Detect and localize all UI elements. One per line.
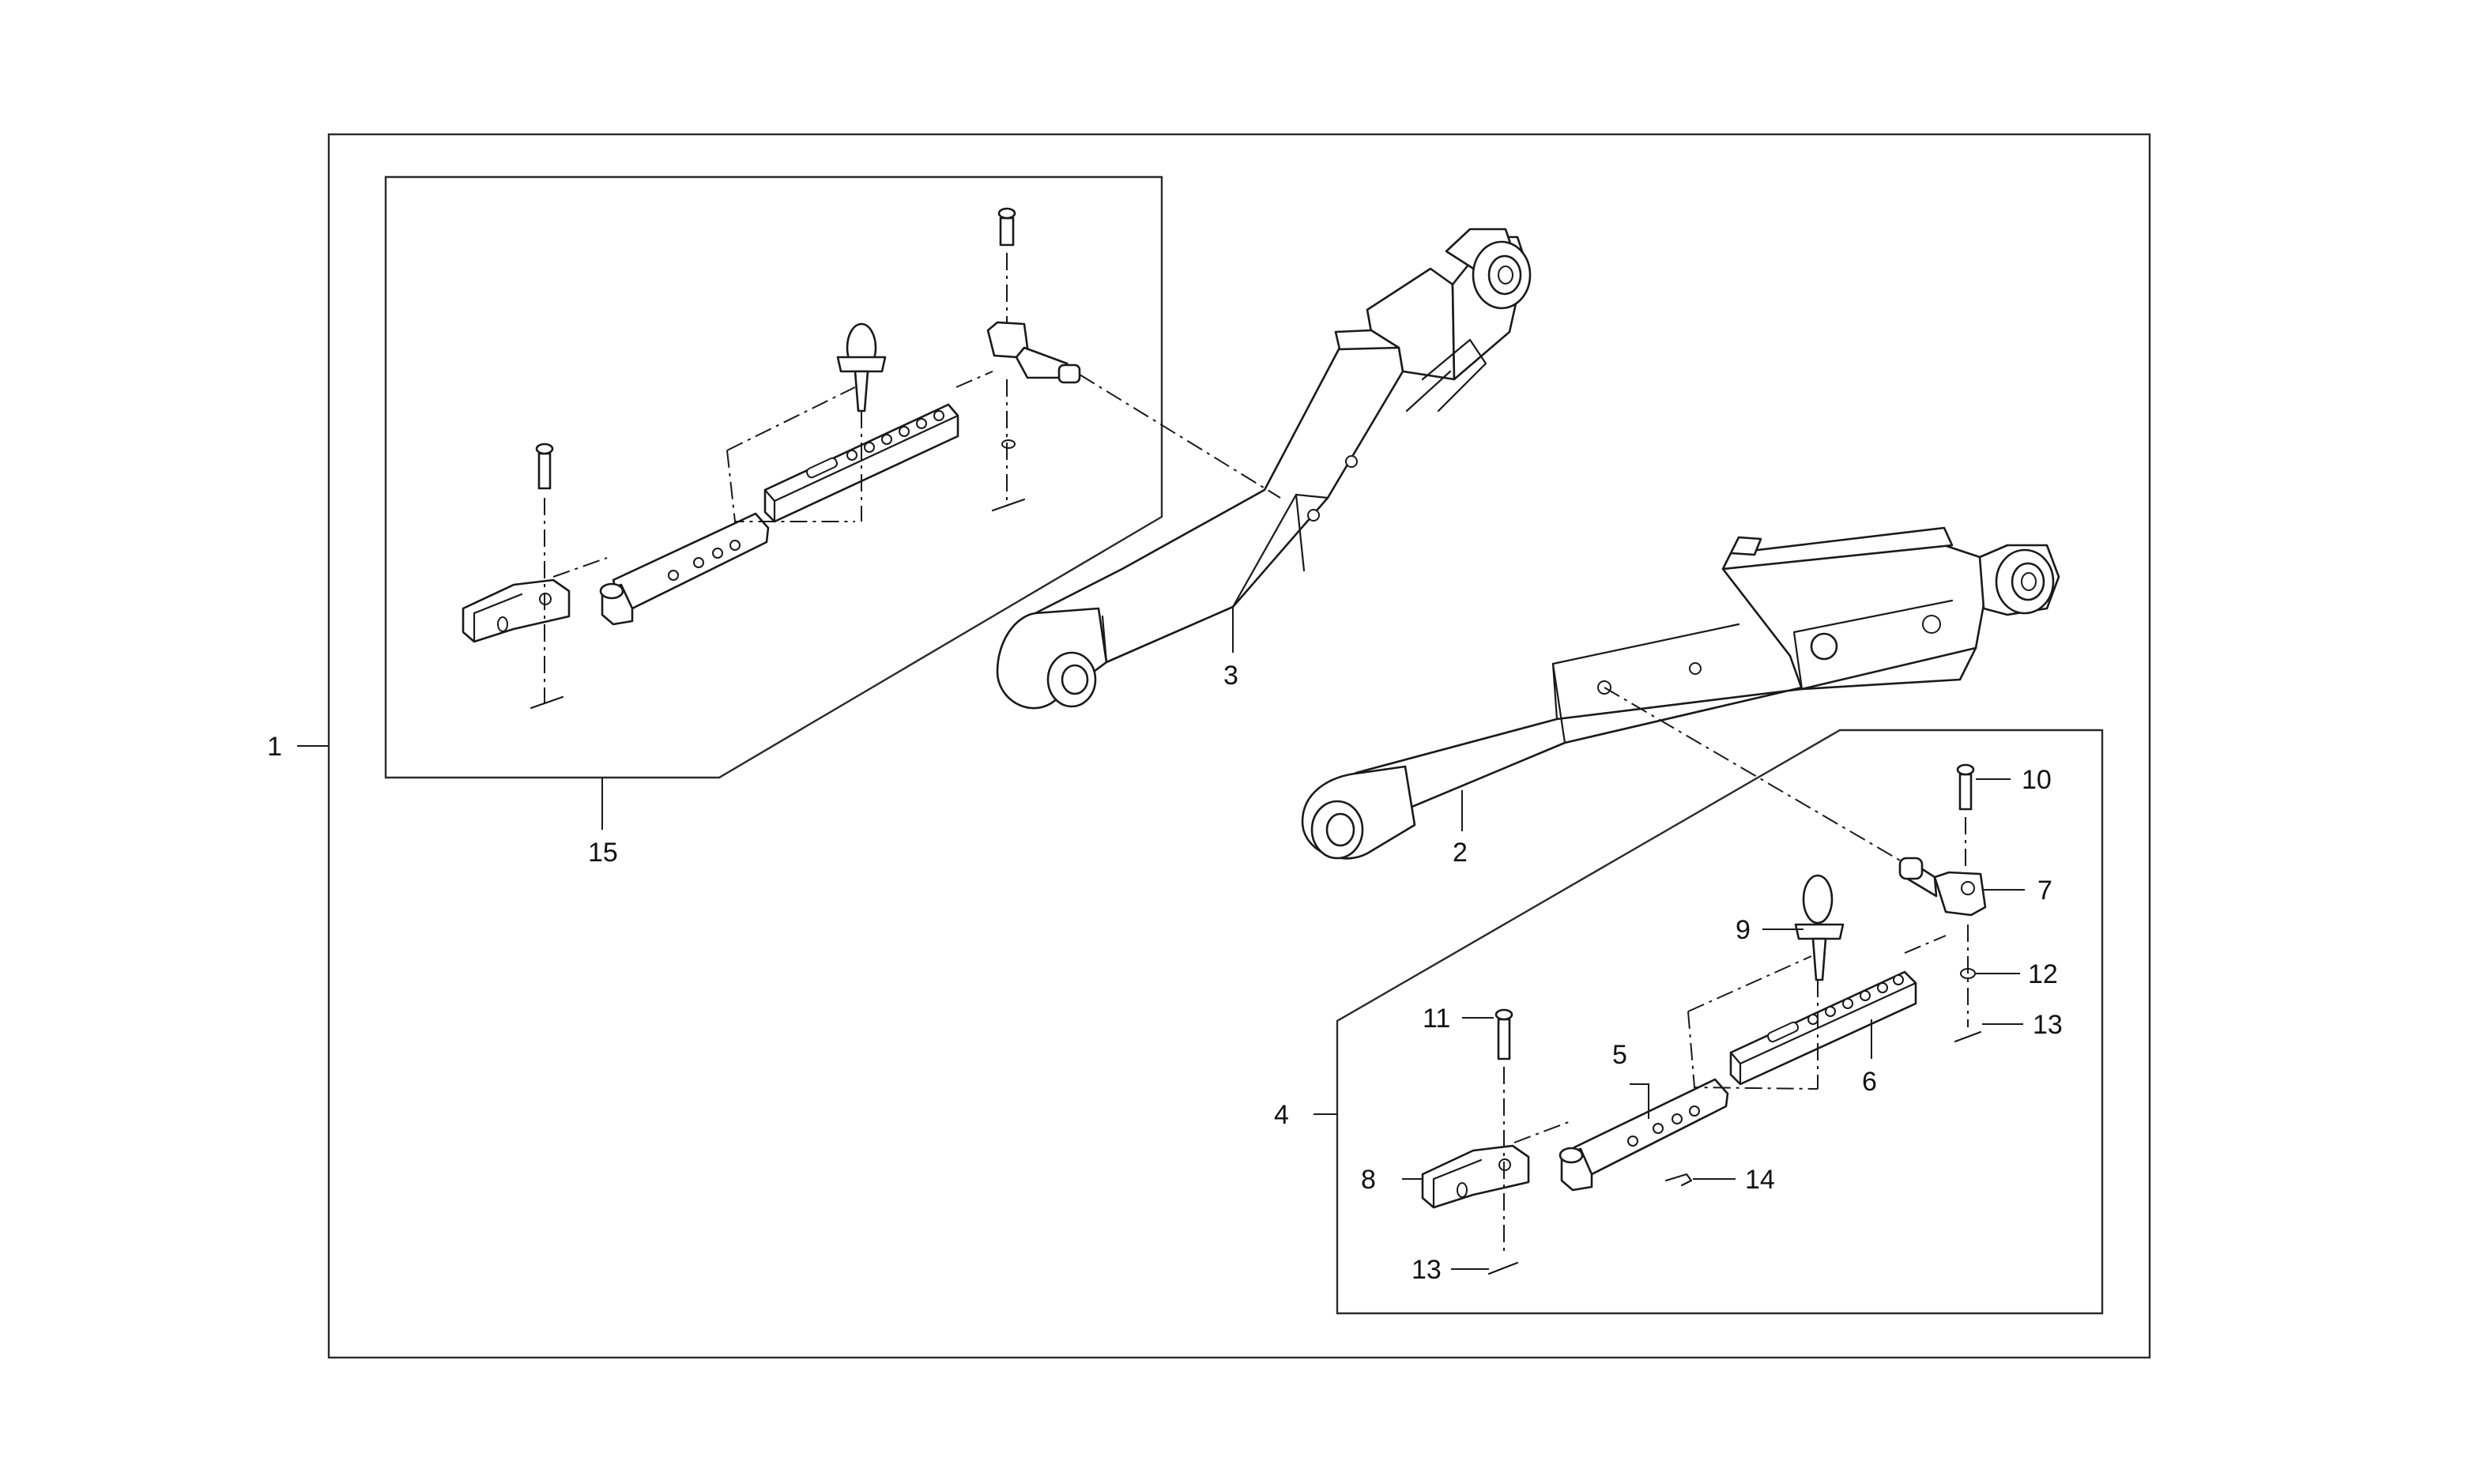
callout-3: 3 [1223,661,1238,691]
callout-14: 14 [1745,1165,1775,1195]
leader-lines [297,607,2025,1270]
lower-link-arm-lower [1301,526,2060,860]
callout-7: 7 [2037,876,2052,906]
callout-1: 1 [267,732,282,762]
kit-frame-upper-left [384,175,1163,779]
callout-2: 2 [1453,838,1468,868]
callout-13-right: 13 [2033,1010,2063,1040]
stabilizer-kit-upper-left [462,207,1281,710]
callout-12: 12 [2028,959,2058,989]
callout-10: 10 [2022,765,2052,795]
callout-5: 5 [1612,1040,1627,1070]
callout-11: 11 [1423,1004,1450,1034]
callout-13-lower: 13 [1412,1255,1442,1285]
callout-6: 6 [1862,1067,1877,1097]
callout-labels: 1 15 3 2 4 5 6 7 8 9 10 11 12 13 13 14 [267,661,2063,1285]
stabilizer-kit-lower-right [1421,687,1987,1275]
callout-15: 15 [588,838,618,868]
kit-frame-lower-right [1336,729,2104,1315]
callout-4: 4 [1274,1100,1289,1130]
lower-link-arm-upper [996,228,1532,710]
assembly-frame [327,133,2151,1359]
callout-8: 8 [1361,1165,1376,1195]
callout-9: 9 [1736,915,1751,945]
